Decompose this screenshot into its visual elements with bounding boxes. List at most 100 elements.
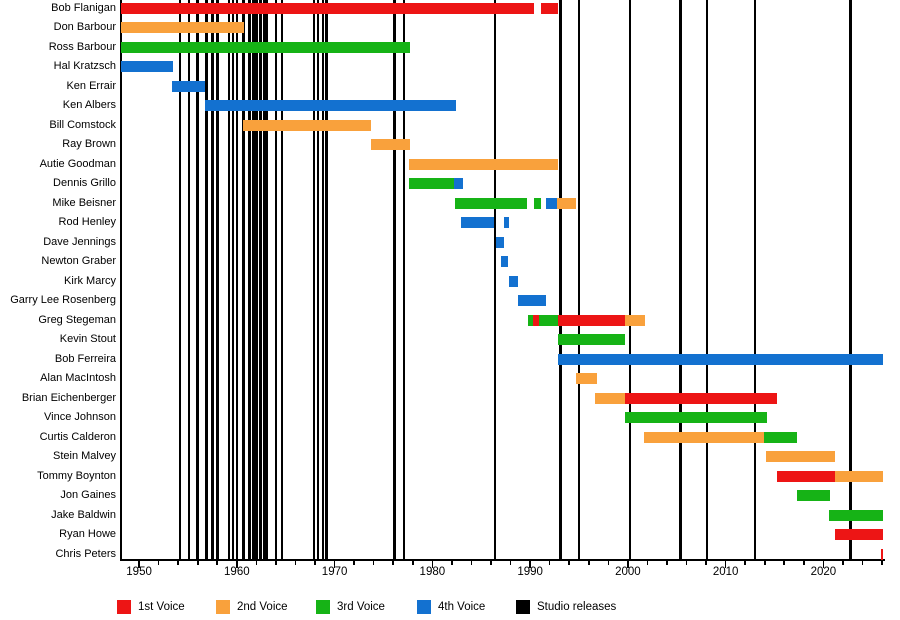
studio-release-line xyxy=(227,0,231,559)
y-axis-line xyxy=(120,0,122,561)
voice-bar-segment xyxy=(558,334,625,345)
voice-bar-segment xyxy=(540,2,559,14)
member-row-label: Alan MacIntosh xyxy=(40,372,116,384)
studio-release-line xyxy=(325,0,329,559)
legend-swatch-2nd xyxy=(216,600,230,614)
member-row-label: Bob Flanigan xyxy=(51,1,116,14)
studio-release-line xyxy=(628,0,632,559)
member-row-label: Bill Comstock xyxy=(49,118,116,131)
voice-bar-segment xyxy=(500,256,508,267)
studio-release-line xyxy=(187,0,191,559)
member-row-label: Stein Malvey xyxy=(53,450,116,462)
voice-bar-segment xyxy=(121,22,244,33)
x-axis-minor-tick xyxy=(685,561,688,565)
studio-release-line xyxy=(248,0,251,559)
studio-release-line xyxy=(274,0,278,559)
member-row-label: Hal Kratzsch xyxy=(53,60,116,72)
studio-release-line xyxy=(255,0,258,559)
x-axis-minor-tick xyxy=(568,561,570,565)
voice-bar-segment xyxy=(534,197,541,209)
voice-bar-segment xyxy=(881,548,884,560)
studio-release-line xyxy=(577,0,581,559)
x-axis-minor-tick xyxy=(881,561,883,565)
voice-bar-segment xyxy=(408,158,559,170)
voice-bar-segment xyxy=(763,431,797,443)
x-axis-minor-tick xyxy=(255,561,258,565)
member-row-label: Brian Eichenberger xyxy=(21,391,116,404)
x-axis-label: 1990 xyxy=(517,566,543,578)
studio-release-line xyxy=(265,0,269,559)
studio-release-line xyxy=(705,0,709,559)
member-row-label: Ray Brown xyxy=(62,138,116,150)
x-axis-major-tick xyxy=(529,561,531,568)
studio-release-line xyxy=(178,0,182,559)
voice-bar-segment xyxy=(121,2,535,14)
voice-bar-segment xyxy=(556,197,577,209)
legend-label-1st: 1st Voice xyxy=(138,601,185,613)
x-axis-minor-tick xyxy=(412,561,414,565)
x-axis-minor-tick xyxy=(607,561,610,565)
member-row-label: Rod Henley xyxy=(58,216,116,228)
voice-bar-segment xyxy=(777,470,836,482)
studio-release-line xyxy=(321,0,325,559)
x-axis-minor-tick xyxy=(490,561,492,565)
voice-bar-segment xyxy=(453,178,463,189)
voice-bar-segment xyxy=(624,314,646,326)
legend-label-4th: 4th Voice xyxy=(438,601,486,613)
legend-label-3rd: 3rd Voice xyxy=(337,601,385,613)
studio-release-line xyxy=(242,0,245,559)
x-axis-minor-tick xyxy=(216,561,219,565)
studio-release-line xyxy=(753,0,757,559)
member-row-label: Garry Lee Rosenberg xyxy=(10,294,116,306)
member-row-label: Ken Errair xyxy=(66,79,116,92)
x-axis-label: 2010 xyxy=(712,566,739,578)
x-axis-label: 1950 xyxy=(126,566,152,578)
studio-release-line xyxy=(262,0,266,559)
member-row-label: Jake Baldwin xyxy=(51,508,116,521)
voice-bar-segment xyxy=(624,412,767,423)
voice-bar-segment xyxy=(765,451,836,462)
member-row-label: Ross Barbour xyxy=(48,40,116,53)
studio-release-line xyxy=(280,0,284,559)
legend-swatch-4th xyxy=(417,600,431,614)
x-axis-minor-tick xyxy=(196,561,199,565)
member-row-label: Curtis Calderon xyxy=(39,430,116,443)
x-axis-minor-tick xyxy=(763,561,766,565)
studio-release-line xyxy=(215,0,219,559)
member-row-label: Dennis Grillo xyxy=(53,177,116,189)
studio-release-line xyxy=(235,0,239,559)
x-axis-minor-tick xyxy=(353,561,355,565)
x-axis-minor-tick xyxy=(392,561,395,565)
voice-bar-segment xyxy=(644,431,764,443)
member-row-label: Dave Jennings xyxy=(43,235,116,248)
x-axis-line xyxy=(121,559,885,561)
x-axis-minor-tick xyxy=(744,561,746,565)
member-row-label: Greg Stegeman xyxy=(38,313,116,326)
x-axis-major-tick xyxy=(333,561,336,568)
x-axis-minor-tick xyxy=(157,561,160,565)
x-axis-major-tick xyxy=(236,561,238,568)
studio-release-line xyxy=(196,0,200,559)
studio-release-line xyxy=(211,0,214,559)
x-axis-minor-tick xyxy=(666,561,668,565)
voice-bar-segment xyxy=(503,217,509,228)
studio-release-line xyxy=(316,0,320,559)
voice-bar-segment xyxy=(558,314,625,326)
x-axis-label: 2000 xyxy=(615,566,641,578)
voice-bar-segment xyxy=(576,373,597,384)
member-row-label: Ryan Howe xyxy=(59,528,116,540)
member-row-label: Vince Johnson xyxy=(44,411,116,423)
x-axis-minor-tick xyxy=(470,561,473,565)
x-axis-minor-tick xyxy=(275,561,277,565)
x-axis-minor-tick xyxy=(509,561,512,565)
x-axis-major-tick xyxy=(627,561,629,568)
legend-label-studio: Studio releases xyxy=(537,601,617,613)
voice-bar-segment xyxy=(408,178,454,189)
voice-bar-segment xyxy=(454,197,528,209)
x-axis-label: 1970 xyxy=(321,566,348,578)
voice-bar-segment xyxy=(518,295,546,306)
member-row-label: Autie Goodman xyxy=(39,157,116,170)
voice-bar-segment xyxy=(495,236,504,248)
voice-bar-segment xyxy=(558,353,883,365)
voice-bar-segment xyxy=(829,509,884,521)
